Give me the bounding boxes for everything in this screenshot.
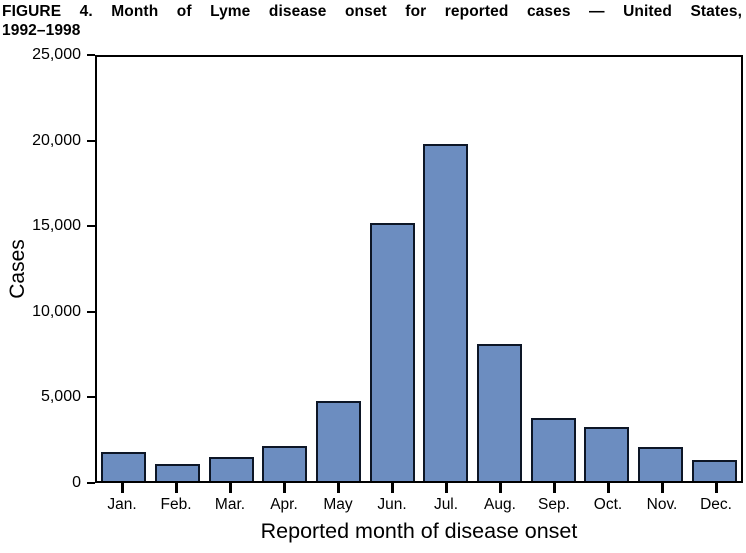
bar-apr <box>262 446 308 481</box>
y-tick-mark <box>87 482 95 484</box>
bar-jan <box>101 452 147 481</box>
x-tick-mark <box>498 483 502 493</box>
y-tick-labels: 0 5,000 10,000 15,000 20,000 25,000 <box>0 46 83 491</box>
y-tick-label: 0 <box>72 474 81 491</box>
bar-slot-nov <box>634 57 688 481</box>
y-tick-label: 10,000 <box>32 302 81 320</box>
x-month-label-jul: Jul. <box>433 496 459 513</box>
x-tick-slot-oct <box>581 483 635 493</box>
y-tick-mark <box>87 54 95 56</box>
x-month-label-may: May <box>323 496 353 513</box>
x-tick-slot-dec <box>689 483 743 493</box>
x-month-label-feb: Feb. <box>160 496 192 513</box>
y-tick-mark <box>87 139 95 142</box>
bar-slot-apr <box>258 57 312 481</box>
bar-slot-mar <box>204 57 258 481</box>
x-tick-slot-jan <box>95 483 149 493</box>
x-tick-mark <box>120 483 124 493</box>
x-tick-row <box>95 483 743 493</box>
x-tick-slot-apr <box>257 483 311 493</box>
x-month-label-dec: Dec. <box>700 496 732 513</box>
x-month-label-jun: Jun. <box>377 496 407 513</box>
bar-jul <box>423 143 469 481</box>
x-month-label-oct: Oct. <box>593 496 623 513</box>
bar-mar <box>208 457 254 481</box>
x-tick-slot-aug <box>473 483 527 493</box>
x-label-row: Jan. Feb. Mar. Apr. May Jun. Jul. Aug. Sep. Oct. N… <box>95 496 743 514</box>
y-tick-label: 15,000 <box>32 217 81 235</box>
figure-title-line-2: 1992–1998 <box>2 22 81 39</box>
x-month-label-nov: Nov. <box>646 496 678 513</box>
bar-dec <box>691 459 737 481</box>
x-month-label-apr: Apr. <box>270 496 298 513</box>
x-month-label-mar: Mar. <box>214 496 246 513</box>
x-tick-slot-jul <box>419 483 473 493</box>
x-month-label-aug: Aug. <box>484 496 516 513</box>
plot-area <box>95 55 743 483</box>
x-tick-mark <box>228 483 232 493</box>
bar-jun <box>369 223 415 481</box>
x-tick-mark <box>714 483 718 493</box>
x-tick-mark <box>174 483 178 493</box>
figure-title-line-1: FIGURE 4. Month of Lyme disease onset fo… <box>2 3 742 20</box>
x-tick-mark <box>444 483 448 493</box>
y-tick-mark <box>87 396 95 399</box>
bar-slot-aug <box>473 57 527 481</box>
x-tick-mark <box>606 483 610 493</box>
bar-may <box>316 401 362 481</box>
y-tick-label: 25,000 <box>32 46 81 63</box>
bars-row <box>97 57 741 481</box>
x-tick-mark <box>336 483 340 493</box>
x-tick-mark <box>552 483 556 493</box>
y-tick-mark <box>87 310 95 313</box>
bar-slot-sep <box>526 57 580 481</box>
bar-oct <box>584 426 630 481</box>
bar-sep <box>530 418 576 481</box>
x-tick-slot-mar <box>203 483 257 493</box>
x-tick-mark <box>390 483 394 493</box>
x-tick-slot-jun <box>365 483 419 493</box>
y-tick-mark <box>87 225 95 228</box>
bar-slot-may <box>312 57 366 481</box>
y-tick-label: 20,000 <box>32 131 81 149</box>
bar-slot-jun <box>365 57 419 481</box>
bar-nov <box>638 447 684 481</box>
bar-feb <box>155 464 200 481</box>
x-month-label-jan: Jan. <box>107 496 137 513</box>
x-axis-title: Reported month of disease onset <box>260 519 578 543</box>
y-tick-label: 5,000 <box>40 388 81 406</box>
bar-slot-jul <box>419 57 473 481</box>
bar-slot-dec <box>687 57 741 481</box>
bar-aug <box>477 344 523 481</box>
y-tick-marks <box>87 54 95 484</box>
x-tick-mark <box>282 483 286 493</box>
bar-slot-feb <box>151 57 205 481</box>
x-tick-slot-may <box>311 483 365 493</box>
bar-slot-jan <box>97 57 151 481</box>
x-tick-slot-feb <box>149 483 203 493</box>
bar-slot-oct <box>580 57 634 481</box>
x-tick-slot-nov <box>635 483 689 493</box>
figure-title: FIGURE 4. Month of Lyme disease onset fo… <box>2 2 742 40</box>
x-month-label-sep: Sep. <box>538 496 570 513</box>
x-tick-slot-sep <box>527 483 581 493</box>
x-tick-mark <box>660 483 664 493</box>
